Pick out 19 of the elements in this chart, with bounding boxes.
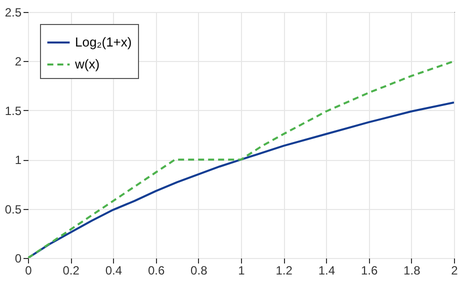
x-tick-label: 1.4 xyxy=(318,264,336,278)
x-tick-label: 0.4 xyxy=(105,264,122,278)
y-tick-label: 1.5 xyxy=(4,104,22,118)
x-tick-label: 0.8 xyxy=(190,264,208,278)
x-tick-label: 0 xyxy=(25,264,32,278)
y-tick-label: 1 xyxy=(14,153,22,168)
y-tick-label: 2.5 xyxy=(4,6,22,20)
x-tick-label: 1 xyxy=(238,264,246,278)
x-tick-label: 0.2 xyxy=(62,264,80,278)
y-tick-label: 2 xyxy=(14,54,22,69)
legend-label: Log₂(1+x) xyxy=(75,34,132,50)
x-tick-label: 1.8 xyxy=(404,264,421,278)
legend-label: w(x) xyxy=(74,56,100,72)
x-tick-label: 0.6 xyxy=(148,264,165,278)
x-tick-label: 1.6 xyxy=(360,264,378,278)
x-tick-label: 2 xyxy=(451,264,458,278)
y-tick-label: 0 xyxy=(14,252,22,266)
y-tick-label: 0.5 xyxy=(4,202,22,216)
x-tick-label: 1.2 xyxy=(276,264,293,278)
